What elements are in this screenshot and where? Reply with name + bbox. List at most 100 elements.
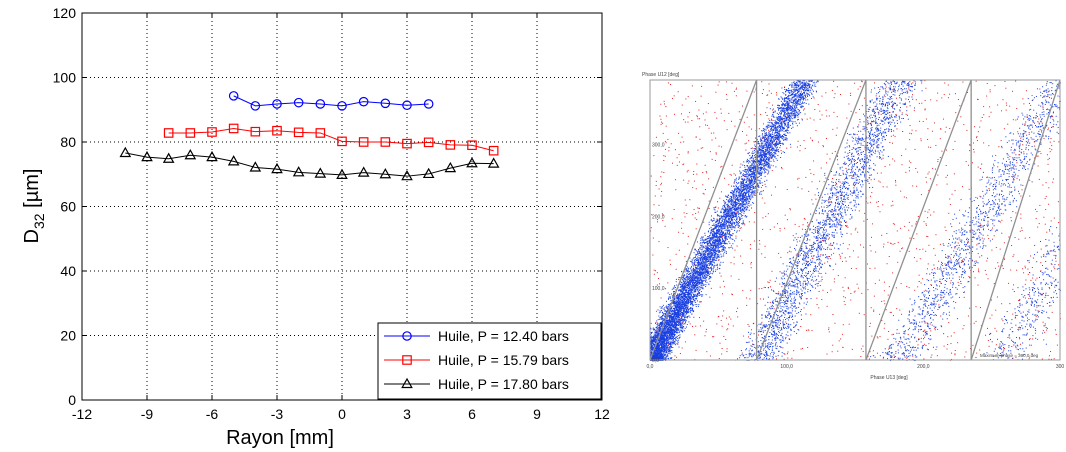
rejected-point — [868, 358, 870, 360]
rejected-point — [804, 147, 806, 149]
valid-point — [713, 231, 715, 233]
rejected-point — [1050, 220, 1052, 222]
rejected-point — [923, 358, 925, 360]
rejected-point — [1002, 267, 1004, 269]
rejected-point — [809, 239, 811, 241]
rejected-point — [790, 146, 792, 148]
y-axis-label: D32 [µm] — [21, 169, 47, 244]
rejected-point — [702, 192, 704, 194]
valid-point — [708, 272, 710, 274]
rejected-point — [660, 103, 662, 105]
rejected-point — [789, 208, 791, 210]
valid-point — [732, 200, 734, 202]
rejected-point — [806, 247, 808, 249]
valid-point — [710, 252, 712, 254]
data-point — [141, 150, 153, 162]
rejected-point — [680, 113, 682, 115]
rejected-point — [760, 187, 762, 189]
valid-point — [706, 238, 708, 240]
valid-point — [666, 330, 668, 332]
valid-point — [775, 153, 777, 155]
rejected-point — [1058, 141, 1060, 143]
grid-lines — [82, 13, 602, 400]
data-point — [336, 168, 348, 179]
valid-point — [780, 152, 782, 154]
valid-point — [742, 208, 744, 210]
valid-point — [663, 353, 665, 355]
valid-point — [697, 287, 699, 289]
valid-point — [671, 341, 673, 343]
valid-point — [704, 273, 706, 275]
rejected-point — [870, 89, 872, 91]
rejected-point — [882, 246, 884, 248]
rejected-point — [912, 185, 914, 187]
valid-point — [680, 309, 682, 311]
valid-point — [791, 84, 793, 86]
valid-point — [763, 144, 765, 146]
rejected-point — [892, 119, 894, 121]
valid-point — [674, 321, 676, 323]
valid-point — [729, 208, 731, 210]
valid-point — [693, 276, 695, 278]
valid-point — [729, 207, 731, 209]
valid-point — [726, 238, 728, 240]
valid-point — [754, 148, 756, 150]
valid-point — [704, 276, 706, 278]
valid-point — [702, 247, 704, 249]
valid-point — [691, 289, 693, 291]
rejected-point — [888, 87, 890, 89]
valid-point — [799, 80, 801, 82]
valid-point — [735, 205, 737, 207]
valid-point — [676, 330, 678, 332]
rejected-point — [770, 92, 772, 94]
valid-point — [783, 93, 785, 95]
valid-point — [793, 88, 795, 90]
valid-point — [792, 93, 794, 95]
valid-point — [762, 150, 764, 152]
valid-point — [722, 231, 724, 233]
rejected-point — [687, 152, 689, 154]
rejected-point — [864, 148, 866, 150]
rejected-point — [1041, 293, 1043, 295]
valid-point — [737, 200, 739, 202]
rejected-point — [966, 92, 968, 94]
data-point — [250, 101, 261, 111]
valid-point — [749, 184, 751, 186]
rejected-point — [993, 283, 995, 285]
rejected-point — [1042, 264, 1044, 266]
valid-point — [789, 112, 791, 114]
valid-point — [727, 203, 729, 205]
valid-point — [763, 146, 765, 148]
rejected-point — [977, 166, 979, 168]
valid-point — [751, 191, 753, 193]
valid-point — [745, 175, 747, 177]
rejected-point — [685, 98, 687, 100]
valid-point — [792, 118, 794, 120]
rejected-point — [674, 149, 676, 151]
valid-point — [665, 336, 667, 338]
valid-point — [705, 271, 707, 273]
valid-point — [718, 215, 720, 217]
rejected-point — [661, 190, 663, 192]
valid-point — [747, 204, 749, 206]
valid-point — [698, 252, 700, 254]
valid-point — [762, 145, 764, 147]
rejected-point — [681, 227, 683, 229]
valid-point — [703, 271, 705, 273]
rejected-point — [1057, 201, 1059, 203]
valid-point — [657, 333, 659, 335]
rejected-point — [1011, 346, 1013, 348]
valid-point — [661, 321, 663, 323]
rejected-point — [837, 275, 839, 277]
valid-point — [704, 255, 706, 257]
valid-point — [681, 320, 683, 322]
valid-point — [674, 310, 676, 312]
rejected-point — [1056, 344, 1058, 346]
valid-point — [730, 204, 732, 206]
rejected-point — [913, 109, 915, 111]
rejected-point — [820, 254, 822, 256]
rejected-point — [771, 170, 773, 172]
rejected-point — [708, 268, 710, 270]
valid-point — [754, 192, 756, 194]
rejected-point — [822, 146, 824, 148]
